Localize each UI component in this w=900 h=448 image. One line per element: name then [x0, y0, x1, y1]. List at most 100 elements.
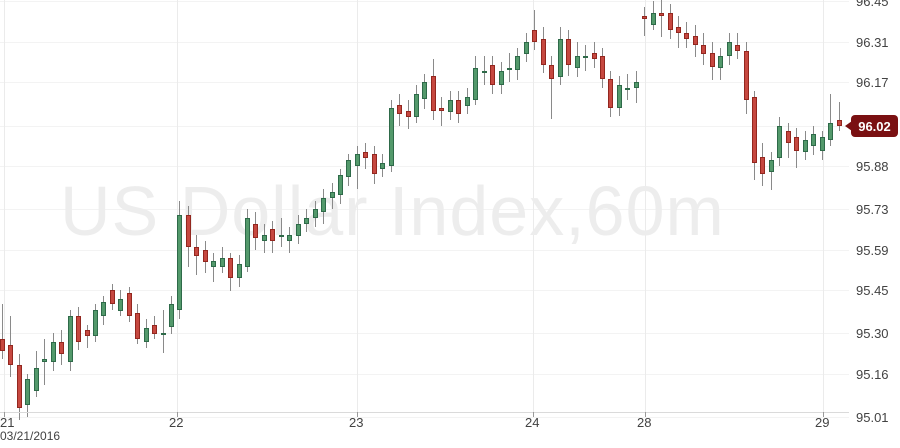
candle-body-up	[583, 56, 588, 58]
price-axis-label: 96.45	[856, 0, 889, 9]
candle-body-down	[253, 224, 258, 238]
candle-body-down	[837, 120, 842, 126]
candle-body-down	[668, 13, 673, 30]
price-axis-label: 95.59	[856, 243, 889, 258]
candle-wick	[44, 339, 45, 385]
candle-body-down	[85, 330, 90, 336]
candle-body-down	[532, 30, 537, 42]
candle-body-up	[617, 85, 622, 108]
candle-body-down	[642, 16, 647, 19]
candle-body-up	[321, 198, 326, 212]
time-axis-tick	[823, 412, 824, 417]
price-gridline	[0, 250, 849, 251]
candle-body-down	[76, 316, 81, 342]
candle-body-up	[161, 333, 166, 335]
candle-body-down	[490, 65, 495, 85]
candle-body-up	[355, 154, 360, 166]
candle-body-up	[220, 258, 225, 267]
time-axis-label: 22	[169, 415, 184, 430]
candle-body-down	[701, 45, 706, 54]
x-axis-line	[0, 412, 849, 413]
candle-body-up	[245, 218, 250, 267]
price-gridline	[0, 333, 849, 334]
time-axis-label: 21	[0, 415, 15, 430]
candle-body-down	[676, 27, 681, 33]
candle-body-up	[68, 316, 73, 362]
candle-body-up	[287, 235, 292, 241]
candle-body-up	[482, 71, 487, 73]
candle-body-up	[42, 359, 47, 362]
candle-body-down	[541, 39, 546, 65]
price-gridline	[0, 42, 849, 43]
candle-body-up	[118, 299, 123, 311]
candle-wick	[551, 56, 552, 119]
candle-body-up	[279, 235, 284, 237]
candle-body-down	[592, 53, 597, 59]
candle-body-up	[101, 302, 106, 316]
chart-watermark: US Dollar Index,60m	[60, 172, 725, 250]
candle-body-down	[186, 215, 191, 247]
candle-wick	[839, 102, 840, 131]
candle-body-up	[25, 379, 30, 405]
candle-body-down	[397, 105, 402, 114]
candle-body-up	[211, 261, 216, 267]
price-axis-label: 96.31	[856, 35, 889, 50]
candle-body-up	[296, 224, 301, 236]
candle-wick	[2, 304, 3, 359]
candle-body-up	[769, 160, 774, 172]
candle-body-down	[710, 53, 715, 67]
session-gridline	[533, 0, 534, 412]
candle-body-down	[127, 293, 132, 316]
candle-body-down	[786, 131, 791, 143]
candle-body-down	[135, 313, 140, 339]
candle-body-up	[380, 163, 385, 169]
candle-body-down	[659, 13, 664, 16]
candle-wick	[661, 0, 662, 37]
candle-body-down	[735, 45, 740, 51]
price-axis-label: 96.17	[856, 75, 889, 90]
last-price-badge-arrow	[845, 121, 852, 131]
candle-body-up	[144, 328, 149, 342]
price-axis-label: 95.73	[856, 202, 889, 217]
candle-wick	[213, 253, 214, 282]
time-axis-tick	[4, 412, 5, 417]
candle-body-down	[228, 258, 233, 278]
candle-body-up	[448, 100, 453, 112]
price-axis-label: 95.16	[856, 367, 889, 382]
candle-wick	[357, 146, 358, 189]
candle-body-up	[777, 126, 782, 158]
candle-body-down	[0, 339, 5, 351]
candle-body-down	[760, 157, 765, 174]
candle-body-up	[524, 42, 529, 54]
candle-body-down	[794, 137, 799, 151]
price-axis-label: 95.01	[856, 410, 889, 425]
candle-body-up	[651, 13, 656, 25]
candle-body-up	[389, 108, 394, 166]
candle-body-up	[262, 235, 267, 241]
candle-body-up	[634, 82, 639, 88]
session-gridline	[357, 0, 358, 412]
candle-body-down	[8, 345, 13, 365]
candle-wick	[87, 325, 88, 348]
session-gridline	[4, 0, 5, 412]
candle-body-up	[51, 342, 56, 362]
candle-body-up	[414, 94, 419, 117]
candle-body-down	[549, 65, 554, 79]
candle-body-down	[684, 33, 689, 39]
candle-body-up	[465, 97, 470, 106]
session-gridline	[177, 0, 178, 412]
candle-body-up	[93, 310, 98, 336]
candle-body-up	[515, 56, 520, 70]
candle-body-down	[59, 342, 64, 354]
candle-wick	[441, 97, 442, 126]
candle-body-up	[820, 137, 825, 151]
session-gridline	[823, 0, 824, 412]
time-axis-label: 28	[637, 415, 652, 430]
candle-body-up	[625, 88, 630, 90]
candle-wick	[509, 53, 510, 82]
candle-body-down	[431, 76, 436, 111]
candle-body-up	[330, 192, 335, 198]
candle-body-down	[203, 250, 208, 262]
candle-body-up	[473, 68, 478, 100]
